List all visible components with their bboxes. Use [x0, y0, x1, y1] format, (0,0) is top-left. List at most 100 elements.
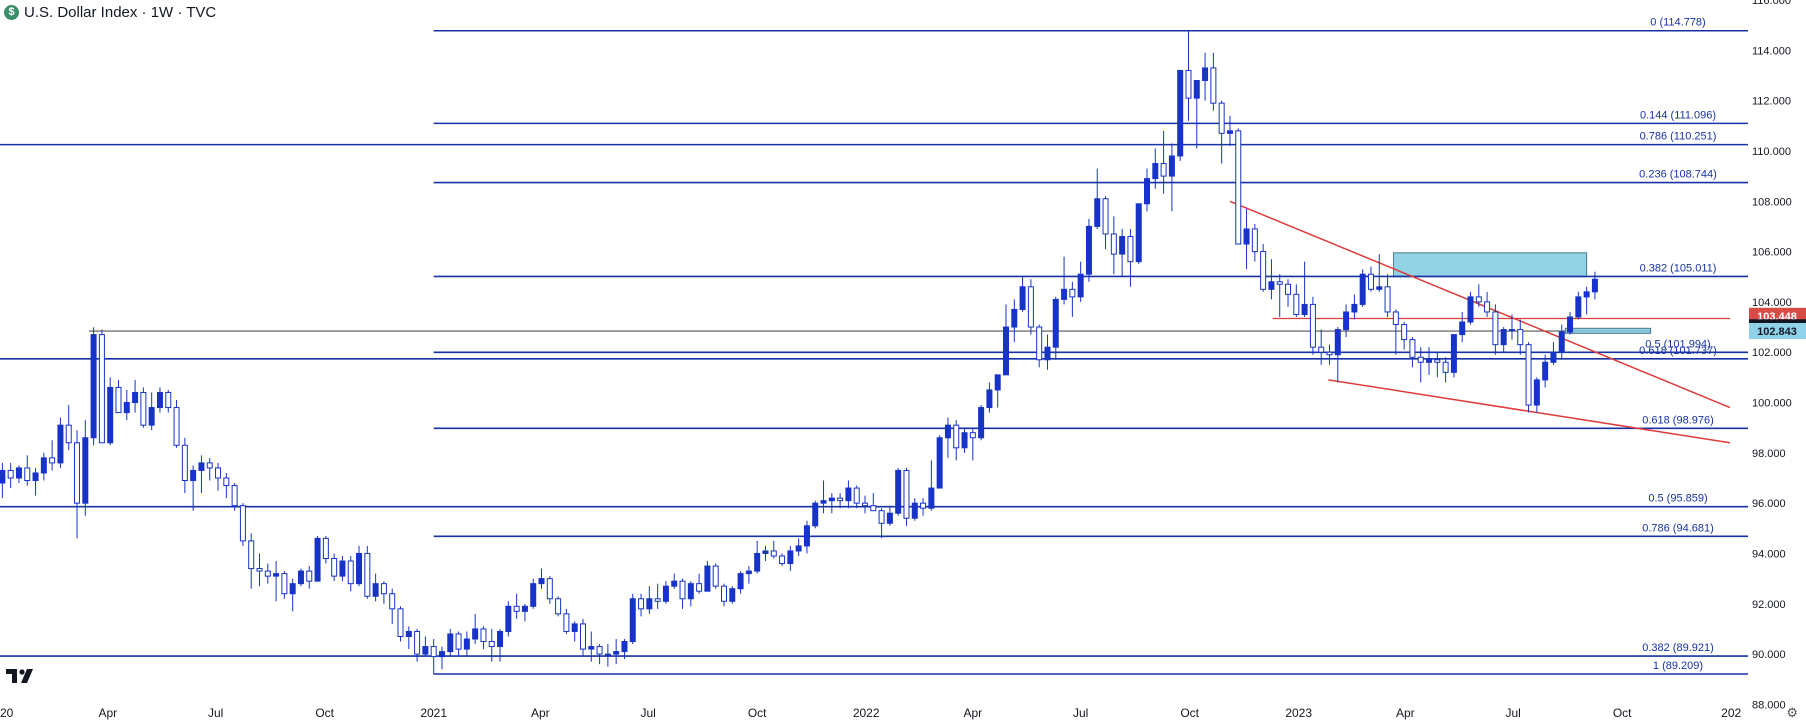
candle-body-down	[49, 457, 56, 464]
y-tick-label: 100.000	[1752, 398, 1792, 410]
y-tick-label: 116.000	[1752, 0, 1791, 7]
candle-body-down	[1110, 233, 1117, 255]
candle-body-up	[40, 457, 47, 474]
candle-body-down	[779, 555, 786, 565]
candle-body-down	[1417, 356, 1424, 363]
candle-body-up	[32, 472, 39, 482]
candle-body-down	[1409, 339, 1416, 358]
candles	[0, 30, 1598, 675]
trendline	[1229, 200, 1731, 409]
candle-body-down	[563, 613, 570, 632]
candle-body-up	[190, 469, 197, 482]
x-tick-label: Jul	[1505, 706, 1520, 720]
candle-body-up	[911, 502, 918, 519]
candle-body-down	[264, 570, 271, 577]
candle-body-up	[629, 598, 636, 643]
candle-body-down	[1185, 69, 1192, 99]
fib-level-label: 0.144 (111.096)	[1640, 109, 1716, 121]
candle-body-down	[870, 505, 877, 512]
candle-body-up	[936, 437, 943, 489]
candle-body-up	[90, 334, 97, 439]
candle-body-up	[812, 502, 819, 527]
y-tick-label: 106.000	[1752, 247, 1792, 259]
candle-body-up	[762, 550, 769, 554]
x-tick-label: Jul	[640, 706, 655, 720]
candle-body-down	[513, 605, 520, 612]
candle-body-up	[0, 469, 6, 484]
candle-body-down	[1210, 67, 1217, 104]
candle-body-up	[1301, 303, 1308, 315]
candle-body-up	[1508, 329, 1515, 332]
candle-body-up	[1226, 130, 1233, 134]
candle-body-down	[1036, 326, 1043, 361]
fib-level-label: 0.236 (108.744)	[1639, 169, 1717, 181]
candle-body-down	[837, 497, 844, 502]
candle-body-down	[1384, 286, 1391, 313]
candle-body-up	[1550, 351, 1557, 363]
y-tick-label: 102.000	[1752, 347, 1792, 359]
candle-body-up	[1077, 273, 1084, 298]
y-tick-label: 104.000	[1752, 297, 1792, 309]
price-badge-label: 102.843	[1757, 326, 1797, 338]
candle-body-up	[845, 487, 852, 502]
candle-body-down	[878, 510, 885, 524]
candle-body-down	[1326, 351, 1333, 356]
candle-body-up	[82, 437, 89, 504]
candle-body-down	[1285, 283, 1292, 295]
candle-body-down	[480, 628, 487, 643]
candle-body-up	[820, 500, 827, 504]
candle-body-down	[579, 623, 586, 650]
candle-body-up	[1542, 361, 1549, 381]
price-badge	[1749, 323, 1806, 340]
fib-level-label: 0.618 (101.737)	[1639, 345, 1717, 357]
candle-body-up	[588, 646, 595, 650]
candle-body-down	[654, 598, 661, 602]
candle-body-up	[447, 633, 454, 653]
candle-body-down	[596, 646, 603, 655]
candle-body-down	[140, 391, 147, 426]
x-tick-label: Oct	[748, 706, 767, 720]
candle-body-down	[1525, 344, 1532, 406]
candle-body-up	[314, 537, 321, 582]
candle-body-up	[505, 605, 512, 632]
candle-body-up	[928, 487, 935, 509]
candle-body-up	[1500, 329, 1507, 346]
candle-body-up	[604, 653, 611, 656]
candle-body-up	[729, 588, 736, 602]
candle-body-down	[862, 502, 868, 507]
candle-body-down	[1367, 273, 1374, 290]
x-tick-label: Apr	[98, 706, 117, 720]
candle-body-up	[1003, 326, 1010, 376]
candle-body-up	[339, 560, 346, 577]
candle-body-down	[920, 502, 927, 509]
settings-gear-icon[interactable]: ⚙	[1786, 705, 1798, 720]
tv-logo-icon[interactable]	[6, 669, 36, 685]
candle-body-up	[1168, 155, 1175, 177]
candle-body-up	[1583, 291, 1590, 298]
candle-body-down	[65, 424, 72, 444]
candle-body-up	[737, 573, 744, 590]
y-tick-label: 98.000	[1752, 448, 1786, 460]
candle-body-down	[115, 386, 122, 414]
candle-body-down	[696, 583, 703, 592]
y-tick-label: 92.000	[1752, 599, 1786, 611]
candle-body-down	[74, 442, 81, 504]
candle-body-up	[1567, 316, 1574, 333]
candle-body-up	[1152, 163, 1159, 180]
candle-body-up	[1052, 298, 1059, 348]
candle-body-up	[1591, 278, 1598, 293]
x-tick-label: 2022	[853, 706, 880, 720]
candle-body-up	[1533, 379, 1540, 406]
candle-body-up	[1019, 286, 1026, 310]
candle-body-down	[24, 467, 31, 482]
candle-body-up	[671, 580, 678, 587]
candle-body-down	[1102, 198, 1109, 235]
candle-body-down	[1260, 251, 1267, 290]
price-zone	[1392, 252, 1588, 278]
fib-levels: 0 (114.778) 0.144 (111.096) 0.786 (110.251…	[0, 17, 1748, 675]
candle-body-up	[795, 545, 802, 552]
candle-body-down	[248, 540, 255, 570]
candle-body-down	[223, 477, 230, 487]
